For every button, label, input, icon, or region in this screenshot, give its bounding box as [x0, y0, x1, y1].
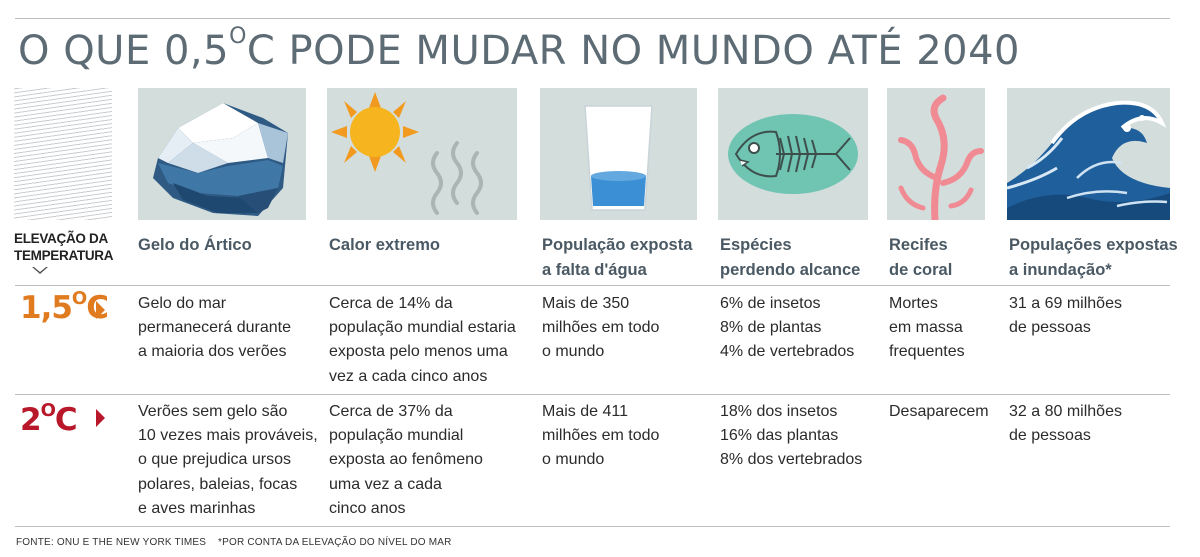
- cell-1-5-species: 6% de insetos 8% de plantas 4% de verteb…: [720, 295, 855, 361]
- cell-1-5-flood: 31 a 69 milhões de pessoas: [1009, 295, 1122, 337]
- temperature-label-1-5c: 1,5OC: [20, 288, 109, 326]
- column-header-flood: Populações expostas a inundação*: [1009, 236, 1178, 279]
- water-glass-icon: [584, 105, 653, 211]
- row-header-label: ELEVAÇÃO DA TEMPERATURA: [14, 230, 124, 264]
- sun-icon: [331, 92, 483, 215]
- temperature-label-2c: 2OC: [20, 400, 78, 438]
- column-header-species: Espécies perdendo alcance: [720, 236, 861, 279]
- tile-coral: [887, 88, 985, 220]
- row-header-line-2: TEMPERATURA: [14, 248, 114, 263]
- cell-1-5-coral: Mortes em massa frequentes: [889, 295, 965, 361]
- cell-1-5-water: Mais de 350 milhões em todo o mundo: [542, 295, 660, 361]
- cell-2-arctic: Verões sem gelo são 10 vezes mais prováv…: [138, 403, 318, 517]
- column-header-arctic: Gelo do Ártico: [138, 236, 252, 254]
- coral-icon: [898, 94, 984, 220]
- fish-skeleton-icon: [728, 114, 858, 194]
- top-rule: [15, 18, 1170, 19]
- page-title: O QUE 0,5OC PODE MUDAR NO MUNDO ATÉ 2040: [18, 24, 1020, 74]
- orange-arrow-icon: [96, 301, 105, 319]
- cell-2-flood: 32 a 80 milhões de pessoas: [1009, 403, 1122, 445]
- footer-note: *POR CONTA DA ELEVAÇÃO DO NÍVEL DO MAR: [218, 537, 452, 548]
- column-header-coral: Recifes de coral: [889, 236, 953, 279]
- row-divider-1: [15, 285, 1170, 286]
- cell-2-heat: Cerca de 37% da população mundial expost…: [329, 403, 483, 517]
- tile-species: [718, 88, 868, 220]
- row-divider-2: [15, 394, 1170, 395]
- row-header-line-1: ELEVAÇÃO DA: [14, 231, 108, 246]
- cell-1-5-arctic: Gelo do mar permanecerá durante a maiori…: [138, 295, 291, 361]
- column-header-water: População exposta a falta d'água: [542, 236, 693, 279]
- hatched-header-tile: [14, 88, 112, 220]
- column-header-heat: Calor extremo: [329, 236, 440, 254]
- red-arrow-icon: [96, 409, 105, 427]
- tile-flood: [1007, 88, 1170, 220]
- cell-2-water: Mais de 411 milhões em todo o mundo: [542, 403, 660, 469]
- cell-1-5-heat: Cerca de 14% da população mundial estari…: [329, 295, 516, 385]
- tile-extreme-heat: [327, 88, 517, 220]
- bottom-rule: [15, 526, 1170, 527]
- cell-2-species: 18% dos insetos 16% das plantas 8% dos v…: [720, 403, 863, 469]
- iceberg-icon: [153, 103, 288, 216]
- tile-water-shortage: [540, 88, 697, 220]
- cell-2-coral: Desaparecem: [889, 403, 989, 420]
- row-header-pointer-icon: [32, 267, 48, 274]
- footer-source: FONTE: ONU E THE NEW YORK TIMES: [16, 537, 207, 548]
- tile-arctic-ice: [138, 88, 306, 220]
- wave-icon: [1007, 100, 1170, 220]
